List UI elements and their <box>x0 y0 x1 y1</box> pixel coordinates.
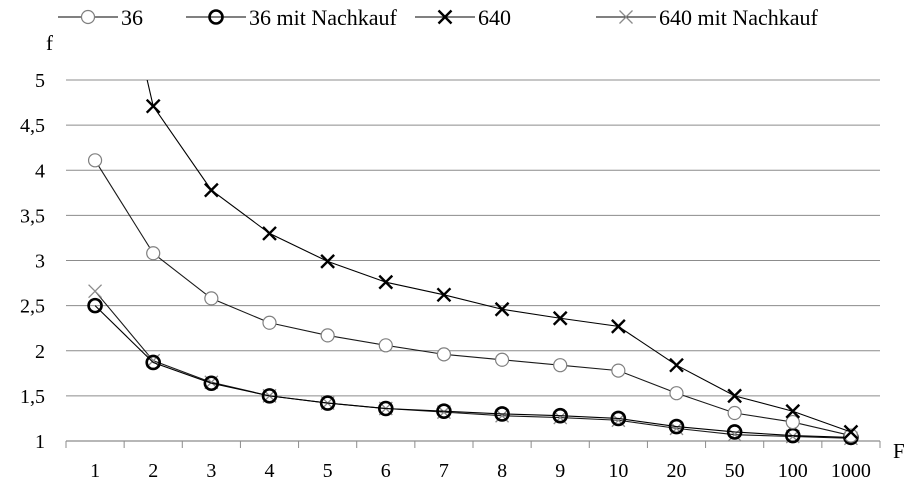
legend: 36 36 mit Nachkauf 640 640 mit Nachkauf <box>58 5 819 30</box>
legend-item: 36 <box>58 5 143 30</box>
data-point <box>553 358 568 373</box>
data-point <box>436 347 452 362</box>
y-tick-label: 3 <box>35 251 45 273</box>
data-point <box>203 375 220 392</box>
y-tick-label: 2 <box>35 341 45 363</box>
data-point <box>146 246 161 261</box>
y-tick-labels: 1 1,5 2 2,5 3 3,5 4 4,5 5 <box>20 70 45 453</box>
data-point <box>320 328 335 343</box>
x-axis <box>65 440 881 448</box>
gridlines <box>66 79 880 397</box>
x-axis-label: F <box>893 439 905 463</box>
series-line <box>146 80 852 433</box>
legend-marker <box>437 9 453 25</box>
legend-marker <box>619 10 633 24</box>
x-tick-label: 9 <box>555 460 565 482</box>
x-tick-label: 20 <box>667 460 687 482</box>
y-tick-label: 3,5 <box>20 205 45 227</box>
data-point <box>436 287 452 303</box>
y-tick-label: 1,5 <box>20 386 45 408</box>
series-line <box>94 290 851 439</box>
data-point <box>494 406 510 422</box>
data-point <box>204 182 219 198</box>
series-line <box>94 305 851 438</box>
x-tick-label: 8 <box>497 460 507 482</box>
data-point <box>669 386 684 401</box>
y-tick-label: 4 <box>35 160 45 182</box>
x-tick-label: 3 <box>206 460 216 482</box>
data-point <box>204 291 219 306</box>
series-line <box>94 160 852 437</box>
data-point <box>494 301 510 317</box>
data-point <box>552 407 569 424</box>
x-tick-label: 100 <box>778 460 808 482</box>
x-tick-label: 5 <box>323 460 333 482</box>
data-point <box>377 400 394 417</box>
x-tick-label: 6 <box>381 460 391 482</box>
legend-label: 640 <box>478 5 511 30</box>
x-tick-label: 1000 <box>831 460 871 482</box>
legend-label: 36 <box>121 5 143 30</box>
data-point <box>378 274 394 290</box>
data-point <box>843 424 859 440</box>
data-point <box>610 410 627 427</box>
y-tick-label: 4,5 <box>20 115 45 137</box>
legend-marker <box>80 9 96 25</box>
data-point <box>785 414 800 430</box>
data-point <box>669 357 684 373</box>
data-point <box>611 363 626 378</box>
legend-item: 640 <box>415 5 511 30</box>
data-point <box>88 284 103 299</box>
data-point <box>726 424 743 440</box>
data-point <box>145 354 162 371</box>
x-tick-label: 7 <box>439 460 449 482</box>
y-tick-label: 2,5 <box>20 296 45 318</box>
series-group <box>87 80 859 446</box>
data-point <box>378 338 393 353</box>
series-640-mit-nachkauf <box>88 284 858 446</box>
data-point <box>261 388 278 404</box>
data-point <box>727 388 742 404</box>
data-point <box>262 315 277 330</box>
x-tick-labels: 1 2 3 4 5 6 7 8 9 10 20 50 100 1000 <box>90 460 871 482</box>
series-36 <box>87 153 859 443</box>
data-point <box>436 403 452 420</box>
legend-item: 36 mit Nachkauf <box>186 5 398 30</box>
data-point <box>262 226 277 241</box>
x-tick-label: 2 <box>148 460 158 482</box>
data-point <box>145 98 161 114</box>
data-point <box>785 403 801 419</box>
x-tick-label: 50 <box>725 460 745 482</box>
y-tick-label: 5 <box>35 70 45 92</box>
y-axis-label: f <box>46 31 53 55</box>
series-36-mit-nachkauf <box>87 297 859 446</box>
data-point <box>611 319 626 334</box>
x-tick-label: 10 <box>608 460 628 482</box>
x-tick-label: 4 <box>265 460 275 482</box>
legend-item: 640 mit Nachkauf <box>596 5 819 30</box>
x-tick-label: 1 <box>90 460 100 482</box>
legend-label: 640 mit Nachkauf <box>659 5 819 30</box>
data-point <box>87 297 103 314</box>
legend-marker <box>208 9 224 25</box>
data-point <box>843 428 859 443</box>
series-640 <box>145 80 859 440</box>
data-point <box>494 352 510 367</box>
legend-label: 36 mit Nachkauf <box>249 5 398 30</box>
data-point <box>320 254 335 269</box>
y-tick-label: 1 <box>35 431 45 453</box>
data-point <box>668 418 685 435</box>
data-point <box>727 405 742 421</box>
data-point <box>727 427 742 442</box>
data-point <box>87 153 103 168</box>
data-point <box>552 310 568 326</box>
data-point <box>319 395 336 411</box>
